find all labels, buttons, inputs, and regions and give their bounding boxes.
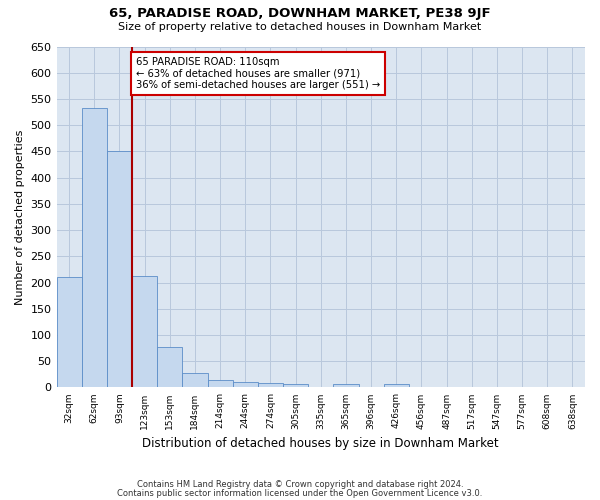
Bar — [308, 387, 334, 388]
Bar — [182, 374, 208, 388]
Bar — [107, 151, 132, 388]
Bar — [56, 278, 82, 388]
Bar — [82, 108, 107, 388]
Text: Contains HM Land Registry data © Crown copyright and database right 2024.: Contains HM Land Registry data © Crown c… — [137, 480, 463, 489]
X-axis label: Distribution of detached houses by size in Downham Market: Distribution of detached houses by size … — [142, 437, 499, 450]
Text: 65, PARADISE ROAD, DOWNHAM MARKET, PE38 9JF: 65, PARADISE ROAD, DOWNHAM MARKET, PE38 … — [109, 8, 491, 20]
Text: 65 PARADISE ROAD: 110sqm
← 63% of detached houses are smaller (971)
36% of semi-: 65 PARADISE ROAD: 110sqm ← 63% of detach… — [136, 57, 380, 90]
Bar — [208, 380, 233, 388]
Bar — [157, 346, 182, 388]
Bar — [132, 276, 157, 388]
Bar — [258, 383, 283, 388]
Bar — [359, 387, 383, 388]
Bar — [334, 384, 359, 388]
Bar — [233, 382, 258, 388]
Text: Size of property relative to detached houses in Downham Market: Size of property relative to detached ho… — [118, 22, 482, 32]
Text: Contains public sector information licensed under the Open Government Licence v3: Contains public sector information licen… — [118, 489, 482, 498]
Y-axis label: Number of detached properties: Number of detached properties — [15, 130, 25, 304]
Bar — [283, 384, 308, 388]
Bar — [383, 384, 409, 388]
